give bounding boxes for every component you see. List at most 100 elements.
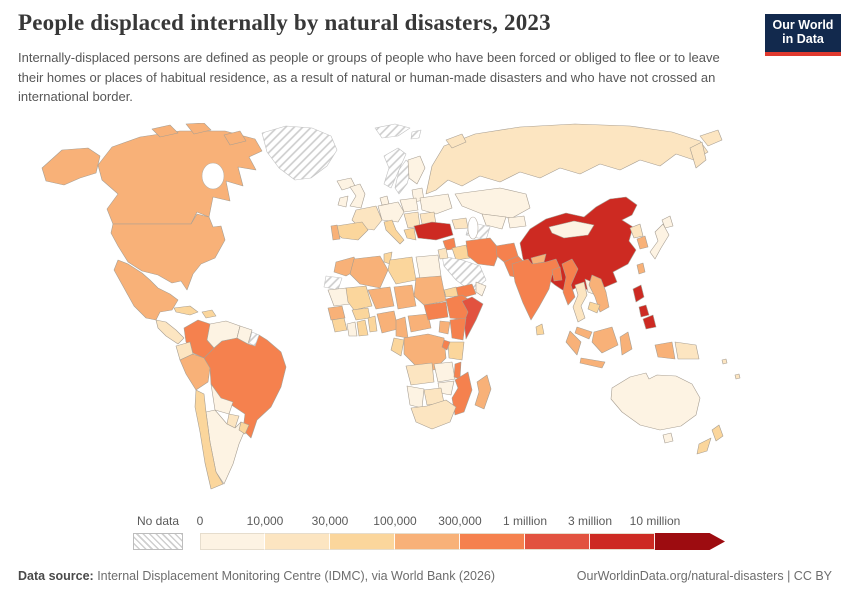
country-chile[interactable] bbox=[194, 389, 224, 490]
country-somalia[interactable] bbox=[461, 296, 484, 340]
country-caucasus[interactable] bbox=[451, 217, 469, 230]
country-taiwan[interactable] bbox=[636, 262, 646, 275]
country-algeria[interactable] bbox=[349, 255, 389, 289]
country-russia[interactable] bbox=[425, 123, 709, 195]
country-poland[interactable] bbox=[399, 197, 419, 213]
country-oman[interactable] bbox=[475, 281, 487, 297]
country-uzbekistan[interactable] bbox=[481, 213, 507, 230]
country-zambia[interactable] bbox=[433, 361, 456, 383]
world-choropleth-map[interactable] bbox=[0, 123, 850, 510]
country-arctic1[interactable] bbox=[151, 124, 179, 138]
country-guyana[interactable] bbox=[236, 325, 253, 345]
legend-color-swatch[interactable] bbox=[525, 533, 590, 550]
country-southkorea[interactable] bbox=[636, 235, 649, 250]
country-burkinafaso[interactable] bbox=[351, 307, 371, 321]
country-ireland[interactable] bbox=[337, 195, 349, 208]
country-philippines3[interactable] bbox=[642, 314, 657, 330]
owid-logo[interactable]: Our World in Data bbox=[765, 14, 841, 56]
country-libya[interactable] bbox=[387, 256, 417, 285]
country-uruguay[interactable] bbox=[238, 421, 250, 435]
country-kamchatka[interactable] bbox=[689, 141, 707, 169]
country-portugal[interactable] bbox=[330, 224, 341, 241]
country-camerica[interactable] bbox=[155, 319, 185, 345]
country-greenland[interactable] bbox=[261, 125, 338, 181]
country-bangladesh[interactable] bbox=[551, 266, 563, 282]
country-png[interactable] bbox=[674, 341, 700, 360]
country-australia[interactable] bbox=[610, 372, 701, 431]
country-ghana[interactable] bbox=[356, 319, 369, 337]
legend-color-swatch[interactable] bbox=[265, 533, 330, 550]
country-greece[interactable] bbox=[403, 227, 417, 241]
country-hispaniola[interactable] bbox=[201, 309, 217, 319]
country-canada[interactable] bbox=[97, 130, 263, 225]
country-kyrgyzstan[interactable] bbox=[507, 215, 527, 229]
country-usa[interactable] bbox=[110, 213, 226, 291]
country-uganda[interactable] bbox=[438, 320, 451, 335]
country-uk[interactable] bbox=[349, 183, 366, 209]
country-nznorth[interactable] bbox=[711, 424, 724, 442]
country-mozambique[interactable] bbox=[451, 371, 473, 416]
country-vietnam[interactable] bbox=[588, 274, 610, 313]
country-southsudan[interactable] bbox=[423, 301, 449, 321]
owid-link[interactable]: OurWorldinData.org/natural-disasters | C… bbox=[576, 569, 832, 583]
country-niger[interactable] bbox=[367, 286, 395, 310]
country-senegal[interactable] bbox=[327, 305, 346, 321]
country-guinea[interactable] bbox=[331, 317, 348, 333]
country-nigeria[interactable] bbox=[376, 310, 399, 334]
country-cambodia[interactable] bbox=[587, 301, 601, 314]
country-myanmar[interactable] bbox=[561, 258, 579, 306]
country-kenya[interactable] bbox=[449, 317, 467, 341]
country-rwandaburundi[interactable] bbox=[441, 339, 451, 351]
country-denmark[interactable] bbox=[379, 195, 390, 206]
country-southafrica[interactable] bbox=[410, 399, 457, 430]
country-chad[interactable] bbox=[393, 284, 417, 310]
country-sweden[interactable] bbox=[394, 159, 413, 195]
country-cuba[interactable] bbox=[173, 305, 199, 316]
country-finland[interactable] bbox=[407, 155, 426, 185]
legend-no-data-swatch[interactable] bbox=[133, 533, 183, 550]
legend-color-swatch[interactable] bbox=[460, 533, 525, 550]
country-svalbard2[interactable] bbox=[410, 129, 422, 140]
legend-color-swatch[interactable] bbox=[200, 533, 265, 550]
country-alaska[interactable] bbox=[41, 147, 101, 186]
country-iran[interactable] bbox=[465, 237, 501, 267]
country-kazakhstan[interactable] bbox=[454, 187, 531, 219]
country-venezuela[interactable] bbox=[206, 320, 241, 349]
country-tanzania[interactable] bbox=[447, 341, 465, 361]
country-egypt[interactable] bbox=[415, 254, 442, 280]
country-java[interactable] bbox=[579, 357, 606, 369]
country-car[interactable] bbox=[407, 313, 432, 333]
country-fiji2[interactable] bbox=[734, 373, 741, 380]
country-sumatra[interactable] bbox=[565, 330, 582, 356]
country-malaysia[interactable] bbox=[574, 326, 593, 340]
country-novaya[interactable] bbox=[445, 133, 467, 149]
country-turkey[interactable] bbox=[413, 221, 454, 241]
country-eritrea[interactable] bbox=[443, 286, 459, 298]
country-congo[interactable] bbox=[390, 337, 405, 357]
country-norway[interactable] bbox=[383, 147, 407, 189]
country-angola[interactable] bbox=[405, 362, 435, 386]
country-namibia[interactable] bbox=[406, 385, 425, 409]
country-iraq[interactable] bbox=[451, 244, 471, 261]
legend-color-swatch[interactable] bbox=[655, 533, 725, 550]
legend-color-swatch[interactable] bbox=[395, 533, 460, 550]
country-india[interactable] bbox=[511, 258, 561, 321]
country-honshu[interactable] bbox=[649, 223, 670, 260]
country-tasmania[interactable] bbox=[662, 432, 674, 444]
country-arctic3[interactable] bbox=[223, 130, 247, 146]
country-svalbard1[interactable] bbox=[374, 123, 411, 139]
country-mongolia[interactable] bbox=[548, 220, 595, 239]
country-ivorycoast[interactable] bbox=[346, 321, 358, 337]
country-bolivia[interactable] bbox=[210, 383, 234, 415]
country-togobenin[interactable] bbox=[367, 315, 378, 333]
country-westernsahara[interactable] bbox=[323, 275, 343, 291]
country-borneo[interactable] bbox=[591, 326, 619, 354]
country-nzsouth[interactable] bbox=[696, 437, 712, 455]
country-germany[interactable] bbox=[377, 201, 405, 223]
country-sulawesi[interactable] bbox=[619, 331, 633, 356]
country-ukraine[interactable] bbox=[419, 193, 453, 215]
country-cameroon[interactable] bbox=[395, 316, 409, 339]
legend-color-swatch[interactable] bbox=[590, 533, 655, 550]
country-arctic2[interactable] bbox=[185, 123, 212, 135]
country-fiji1[interactable] bbox=[721, 358, 728, 365]
